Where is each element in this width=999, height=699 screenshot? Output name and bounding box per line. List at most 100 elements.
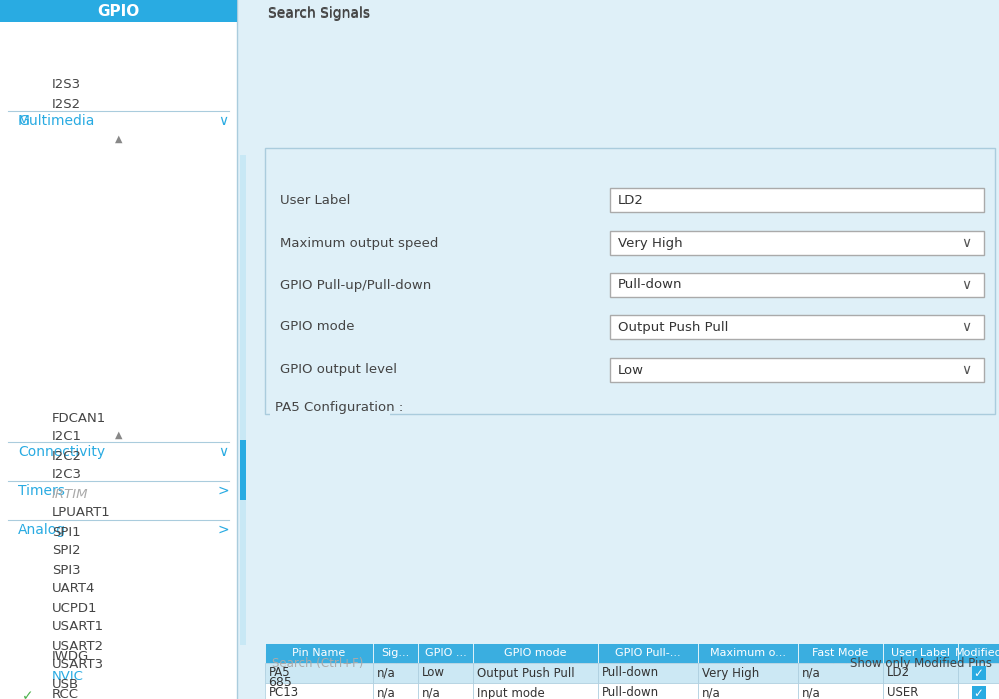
Text: >: > xyxy=(217,484,229,498)
Text: UART4: UART4 xyxy=(52,582,95,596)
Text: ∨: ∨ xyxy=(218,114,228,128)
Text: User Label: User Label xyxy=(891,648,950,658)
Text: LPUART1: LPUART1 xyxy=(52,507,111,519)
Bar xyxy=(798,663,883,683)
Text: PA5 Configuration :: PA5 Configuration : xyxy=(275,401,404,415)
Bar xyxy=(240,440,246,500)
Bar xyxy=(971,666,985,680)
Text: GPIO: GPIO xyxy=(97,3,140,18)
Text: ∨: ∨ xyxy=(218,445,228,459)
Bar xyxy=(598,643,698,663)
Text: Low: Low xyxy=(618,363,644,377)
Text: RCC: RCC xyxy=(52,689,79,699)
Text: I2S2: I2S2 xyxy=(52,97,81,110)
Text: LD2: LD2 xyxy=(618,194,644,206)
Bar xyxy=(373,663,418,683)
Text: Pull-down: Pull-down xyxy=(602,667,659,679)
Bar xyxy=(610,358,984,382)
Text: ∨: ∨ xyxy=(961,236,971,250)
Bar xyxy=(265,643,373,663)
Text: n/a: n/a xyxy=(802,686,821,699)
Bar xyxy=(958,643,999,663)
Text: Output Push Pull: Output Push Pull xyxy=(618,321,728,333)
Text: GPIO Pull-up/Pull-down: GPIO Pull-up/Pull-down xyxy=(280,278,432,291)
Text: ∨: ∨ xyxy=(961,278,971,292)
Text: ∨: ∨ xyxy=(961,363,971,377)
Bar xyxy=(610,273,984,297)
Text: Maximum o...: Maximum o... xyxy=(710,648,786,658)
Text: Multimedia: Multimedia xyxy=(18,114,95,128)
Text: Very High: Very High xyxy=(702,667,759,679)
Bar xyxy=(473,683,598,699)
Text: USART3: USART3 xyxy=(52,658,104,672)
Bar xyxy=(418,683,473,699)
Text: FDCAN1: FDCAN1 xyxy=(52,412,106,424)
Text: n/a: n/a xyxy=(802,667,821,679)
Text: I2S3: I2S3 xyxy=(52,78,81,92)
Bar xyxy=(266,653,396,675)
Text: ∨: ∨ xyxy=(961,320,971,334)
Text: GPIO ...: GPIO ... xyxy=(425,648,467,658)
Bar xyxy=(698,663,798,683)
Text: ✓: ✓ xyxy=(22,689,34,699)
Text: GPIO mode: GPIO mode xyxy=(504,648,566,658)
Text: User Label: User Label xyxy=(280,194,351,206)
Bar xyxy=(373,643,418,663)
Text: Pull-down: Pull-down xyxy=(618,278,682,291)
Text: NVIC: NVIC xyxy=(52,670,84,682)
Text: Fast Mode: Fast Mode xyxy=(812,648,868,658)
Bar xyxy=(833,657,846,670)
Text: n/a: n/a xyxy=(702,686,720,699)
Text: Search Signals: Search Signals xyxy=(268,6,370,20)
Bar xyxy=(610,188,984,212)
Bar xyxy=(418,663,473,683)
Bar xyxy=(0,0,237,699)
Bar xyxy=(883,663,958,683)
Text: GPIO mode: GPIO mode xyxy=(280,321,355,333)
Bar xyxy=(883,643,958,663)
Text: Sig...: Sig... xyxy=(382,648,410,658)
Text: IRTIM: IRTIM xyxy=(52,487,89,500)
Text: Analog: Analog xyxy=(18,523,66,537)
Text: Input mode: Input mode xyxy=(477,686,544,699)
Text: USART1: USART1 xyxy=(52,621,104,633)
Text: n/a: n/a xyxy=(377,667,396,679)
Bar xyxy=(598,663,698,683)
Text: ▲: ▲ xyxy=(115,430,122,440)
Text: G: G xyxy=(18,114,29,128)
Text: I2C3: I2C3 xyxy=(52,468,82,482)
Text: I2C1: I2C1 xyxy=(52,431,82,443)
Bar xyxy=(473,663,598,683)
Bar xyxy=(270,400,390,416)
Text: IWDG: IWDG xyxy=(52,651,89,663)
Bar xyxy=(265,663,373,683)
Text: Low: Low xyxy=(422,667,445,679)
Text: >: > xyxy=(217,523,229,537)
Text: SPI2: SPI2 xyxy=(52,545,81,558)
Bar xyxy=(798,683,883,699)
Text: n/a: n/a xyxy=(422,686,441,699)
Bar xyxy=(418,643,473,663)
Text: GPIO Pull-...: GPIO Pull-... xyxy=(615,648,680,658)
Text: ✓: ✓ xyxy=(974,686,983,699)
Bar xyxy=(883,683,958,699)
Bar xyxy=(373,683,418,699)
Text: ✓: ✓ xyxy=(974,667,983,679)
Bar xyxy=(958,663,999,683)
Bar xyxy=(610,315,984,339)
Text: PC13: PC13 xyxy=(269,686,299,699)
Text: USER: USER xyxy=(887,686,918,699)
Bar xyxy=(0,0,237,22)
Text: Pin Name: Pin Name xyxy=(293,648,346,658)
Text: SPI1: SPI1 xyxy=(52,526,81,538)
Bar xyxy=(610,231,984,255)
Bar xyxy=(798,643,883,663)
Text: USART2: USART2 xyxy=(52,640,104,652)
Bar xyxy=(240,155,246,645)
Text: Search Signals: Search Signals xyxy=(268,7,370,21)
Text: n/a: n/a xyxy=(377,686,396,699)
Text: Very High: Very High xyxy=(618,236,682,250)
Text: USB: USB xyxy=(52,677,79,691)
Text: I2C2: I2C2 xyxy=(52,449,82,463)
Text: SPI3: SPI3 xyxy=(52,563,81,577)
